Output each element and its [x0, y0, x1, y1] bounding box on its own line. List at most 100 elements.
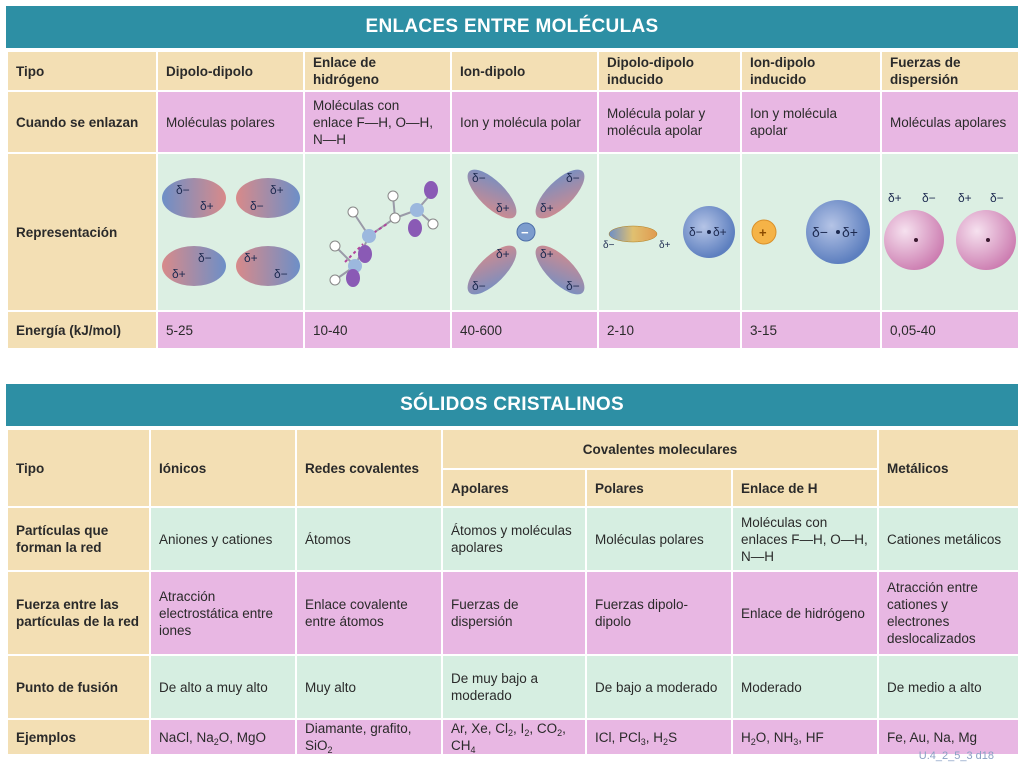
atom-sphere — [362, 229, 376, 243]
polar-molecule — [535, 169, 585, 219]
delta-minus-label: δ− — [990, 191, 1004, 205]
row-label-representacion: Representación — [6, 152, 158, 312]
delta-plus-label: δ+ — [496, 247, 510, 261]
cuando-cell: Ion y molécula polar — [450, 90, 599, 154]
nucleus-dot — [986, 238, 990, 242]
delta-plus-label: δ+ — [200, 199, 214, 213]
ion-induced-dipole-illustration: + δ− δ+ — [751, 200, 870, 264]
solidos-cell: Enlace de hidrógeno — [730, 570, 880, 656]
formula-text: , HF — [798, 729, 824, 745]
anion-sphere — [516, 222, 536, 242]
formula-text: , CH — [451, 721, 566, 753]
solidos-header-polares: Polares — [585, 468, 733, 508]
row-label-tipo: Tipo — [6, 50, 158, 92]
delta-minus-label: δ− — [250, 199, 264, 213]
formula-subscript: 2 — [327, 745, 333, 755]
delta-plus-label: δ+ — [244, 251, 258, 265]
lone-pair-lobe — [358, 245, 372, 263]
formula-text: ICl, PCl — [595, 729, 641, 745]
col-dipolo-dipolo: Dipolo-dipolo — [156, 50, 305, 92]
nucleus-dot — [836, 230, 840, 234]
dipole-molecule — [236, 178, 300, 218]
solidos-cell: Átomos — [295, 506, 443, 572]
delta-minus-label: δ− — [689, 225, 703, 239]
atom-sphere — [410, 203, 424, 217]
induced-dipole-illustration: δ− δ+ δ− δ+ — [603, 206, 735, 258]
cation-sphere — [751, 219, 777, 245]
formula-subscript: 3 — [793, 736, 799, 747]
solidos-header-tipo: Tipo — [6, 428, 151, 508]
formula-text: , H — [645, 729, 664, 745]
formula-text: O, MgO — [218, 729, 267, 745]
solidos-header-ionicos: Iónicos — [149, 428, 297, 508]
solidos-cell: De muy bajo a moderado — [441, 654, 587, 720]
atom-sphere — [347, 206, 359, 218]
row-label-cuando: Cuando se enlazan — [6, 90, 158, 154]
delta-minus-label: δ− — [566, 171, 580, 185]
lone-pair-lobe — [408, 219, 422, 237]
polar-molecule — [467, 245, 517, 295]
enlaces-table: Tipo Dipolo-dipolo Enlace de hidrógeno I… — [6, 50, 1020, 350]
energia-cell: 5-25 — [156, 310, 305, 350]
formula-text: O, NH — [755, 729, 794, 745]
atom-sphere — [387, 190, 399, 202]
ejemplos-polares: ICl, PCl3, H2S — [585, 718, 733, 756]
rep-dipolo-inducido: δ− δ+ δ− δ+ — [597, 152, 742, 312]
nucleus-dot — [707, 230, 711, 234]
rep-fuerzas-dispersion: δ+ δ− δ+ δ− — [880, 152, 1020, 312]
formula-subscript: 4 — [470, 745, 476, 755]
solidos-row-label: Partículas que forman la red — [6, 506, 151, 572]
rep-enlace-hidrogeno — [303, 152, 452, 312]
hydrogen-bond-illustration — [329, 181, 439, 287]
solidos-cell: De bajo a moderado — [585, 654, 733, 720]
dipole-molecule — [162, 178, 226, 218]
formula-subscript: 2 — [750, 736, 756, 747]
energia-cell: 10-40 — [303, 310, 452, 350]
delta-plus-label: δ+ — [540, 247, 554, 261]
rep-ion-dipolo: − δ− δ+ δ− δ+ δ+ δ− δ+ δ− — [450, 152, 599, 312]
col-enlace-hidrogeno: Enlace de hidrógeno — [303, 50, 452, 92]
formula-text: Ar, Xe, Cl — [451, 721, 509, 736]
delta-minus-label: δ− — [198, 251, 212, 265]
solidos-cell: De alto a muy alto — [149, 654, 297, 720]
formula-text: Diamante, grafito, SiO — [305, 721, 412, 753]
solidos-row-label: Ejemplos — [6, 718, 151, 756]
solidos-table: Tipo Iónicos Redes covalentes Covalentes… — [6, 428, 1021, 756]
dispersion-illustration: δ+ δ− δ+ δ− — [884, 191, 1016, 270]
cuando-cell: Moléculas polares — [156, 90, 305, 154]
solidos-cell: Aniones y cationes — [149, 506, 297, 572]
formula-text: S — [668, 729, 678, 745]
anion-sign: − — [521, 225, 529, 240]
cation-sign: + — [759, 225, 767, 240]
lone-pair-lobe — [424, 181, 438, 199]
delta-minus-label: δ− — [176, 183, 190, 197]
row-label-energia: Energía (kJ/mol) — [6, 310, 158, 350]
solidos-cell: Fuerzas dipolo-dipolo — [585, 570, 733, 656]
atom-sphere — [329, 240, 341, 252]
solidos-cell: Átomos y moléculas apolares — [441, 506, 587, 572]
delta-plus-label: δ+ — [172, 267, 186, 281]
solidos-header-covalentes-moleculares: Covalentes moleculares — [440, 428, 880, 470]
formula-subscript: 2 — [213, 736, 219, 747]
delta-plus-label: δ+ — [496, 201, 510, 215]
formula-text: , I — [513, 721, 525, 736]
delta-plus-label: δ+ — [270, 183, 284, 197]
formula-subscript: 2 — [508, 728, 514, 738]
delta-plus-label: δ+ — [540, 201, 554, 215]
solidos-title: SÓLIDOS CRISTALINOS — [6, 384, 1018, 426]
delta-minus-label: δ− — [603, 240, 615, 251]
solidos-header-metalicos: Metálicos — [877, 428, 1021, 508]
cuando-cell: Ion y molécula apolar — [740, 90, 882, 154]
delta-minus-label: δ− — [472, 279, 486, 293]
delta-plus-label: δ+ — [888, 191, 902, 205]
enlaces-title: ENLACES ENTRE MOLÉCULAS — [6, 6, 1018, 48]
delta-plus-label: δ+ — [659, 240, 671, 251]
solidos-header-apolares: Apolares — [441, 468, 587, 508]
dipole-molecule — [162, 246, 226, 286]
formula-subscript: 2 — [557, 728, 563, 738]
rep-dipolo-dipolo: δ− δ+ δ+ δ− δ− δ+ δ+ δ− — [156, 152, 305, 312]
delta-plus-label: δ+ — [958, 191, 972, 205]
rep-ion-dipolo-inducido: + δ− δ+ — [740, 152, 882, 312]
ion-dipole-illustration: − δ− δ+ δ− δ+ δ+ δ− δ+ δ− — [467, 169, 585, 295]
solidos-header-redes: Redes covalentes — [295, 428, 443, 508]
